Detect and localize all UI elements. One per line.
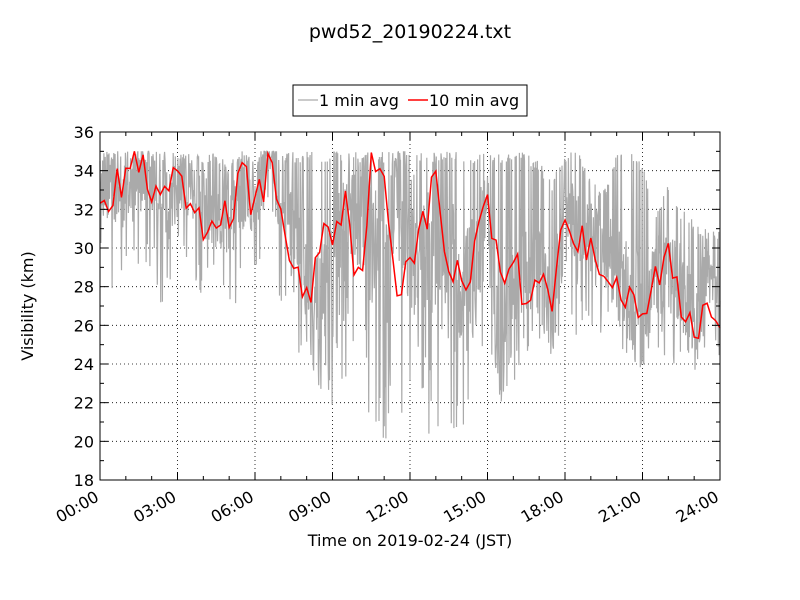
ticks xyxy=(99,131,721,481)
y-tick-label: 28 xyxy=(74,278,94,297)
x-tick-label: 24:00 xyxy=(673,487,722,527)
y-tick-label: 32 xyxy=(74,200,94,219)
x-tick-label: 06:00 xyxy=(208,487,257,527)
plot-area xyxy=(99,150,721,439)
legend: 1 min avg 10 min avg xyxy=(292,84,528,117)
x-tick-label: 15:00 xyxy=(440,487,489,527)
y-tick-label: 36 xyxy=(74,123,94,142)
legend-label-10min: 10 min avg xyxy=(429,91,519,110)
x-tick-label: 03:00 xyxy=(130,487,179,527)
series-1min-line xyxy=(99,150,721,439)
y-tick-labels: 18 20 22 24 26 28 30 32 34 36 xyxy=(74,123,94,490)
y-axis-label: Visibility (km) xyxy=(18,251,37,360)
y-tick-label: 26 xyxy=(74,316,94,335)
x-tick-label: 12:00 xyxy=(363,487,412,527)
x-axis-label: Time on 2019-02-24 (JST) xyxy=(307,531,512,550)
y-tick-label: 24 xyxy=(74,355,94,374)
x-tick-label: 21:00 xyxy=(595,487,644,527)
y-tick-label: 22 xyxy=(74,394,94,413)
y-tick-label: 30 xyxy=(74,239,94,258)
y-tick-label: 34 xyxy=(74,162,94,181)
y-tick-label: 20 xyxy=(74,432,94,451)
y-tick-label: 18 xyxy=(74,471,94,490)
x-tick-labels: 00:00 03:00 06:00 09:00 12:00 15:00 18:00 21:00… xyxy=(53,487,722,527)
series-10min-line xyxy=(99,150,721,340)
x-tick-label: 09:00 xyxy=(285,487,334,527)
legend-label-1min: 1 min avg xyxy=(319,91,399,110)
x-tick-label: 00:00 xyxy=(53,487,102,527)
chart-title: pwd52_20190224.txt xyxy=(309,21,511,43)
x-tick-label: 18:00 xyxy=(518,487,567,527)
